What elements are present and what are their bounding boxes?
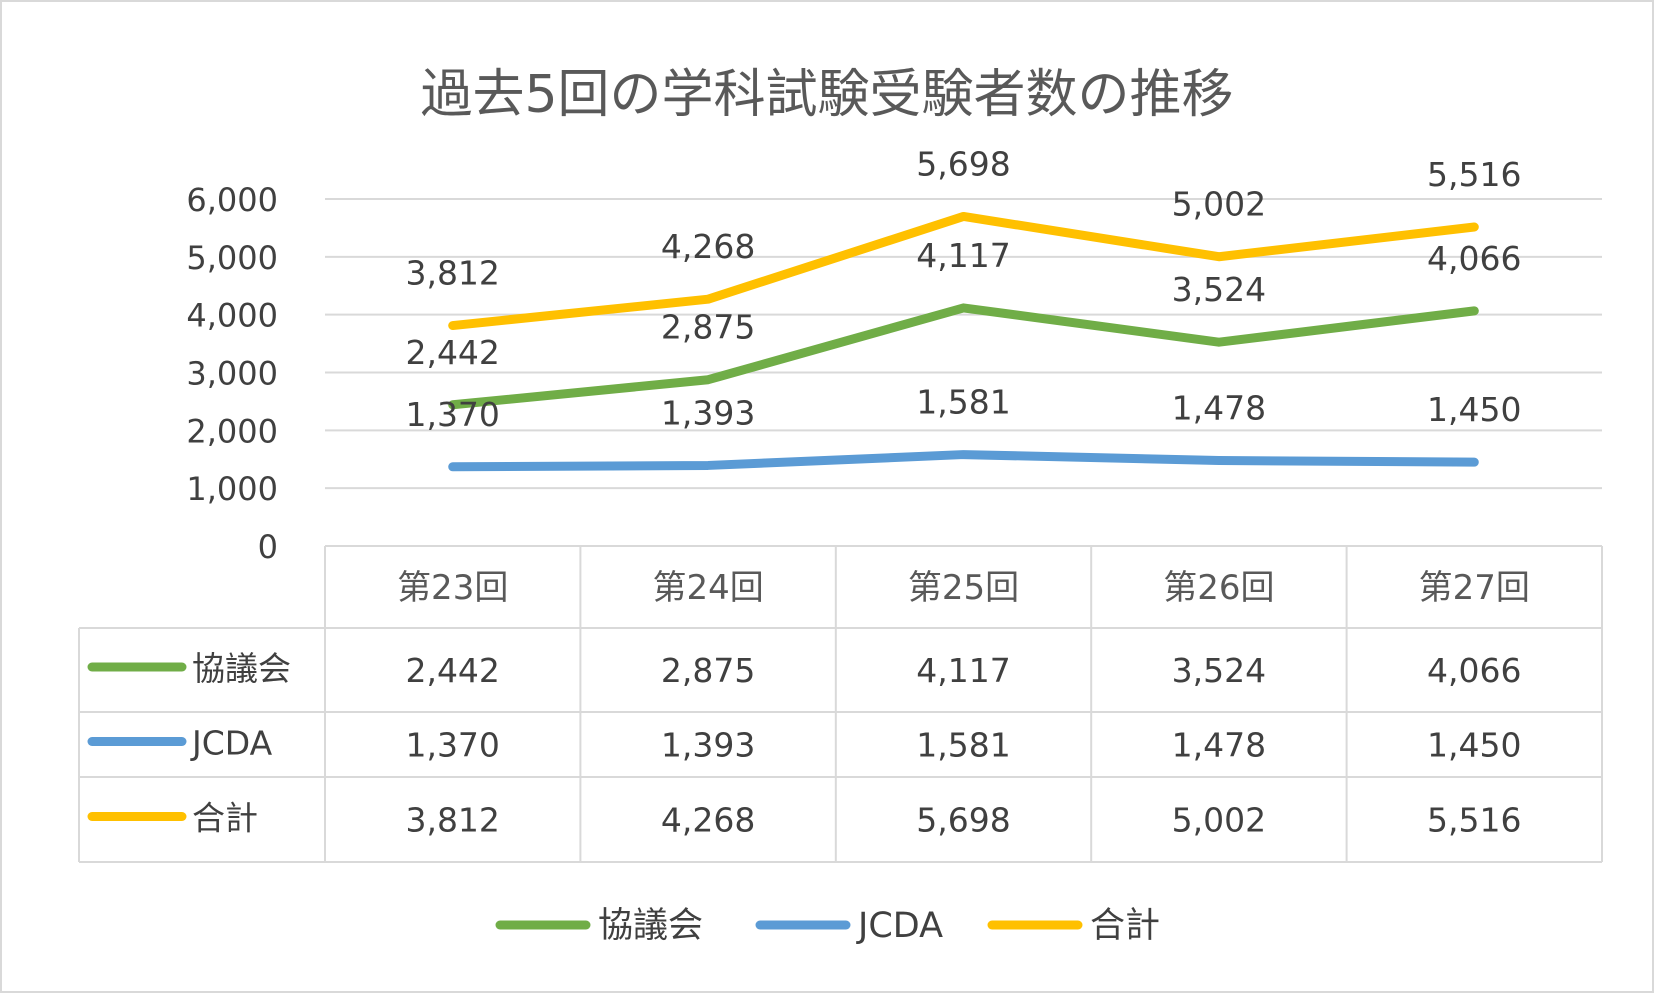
series-line xyxy=(448,303,1479,410)
legend-label: 協議会 xyxy=(598,906,703,946)
series-lines xyxy=(448,211,1479,472)
legend-label: 合計 xyxy=(1090,906,1160,946)
legend-label: JCDA xyxy=(856,906,943,946)
y-axis: 0 1,000 2,000 3,000 4,000 5,000 6,000 xyxy=(186,181,278,566)
table-cell: 2,442 xyxy=(405,651,499,690)
series-line xyxy=(448,211,1479,331)
table-cell: 1,450 xyxy=(1427,726,1521,765)
data-label: 2,875 xyxy=(661,308,755,347)
table-cell: 3,812 xyxy=(405,801,499,840)
table-cell: 1,370 xyxy=(405,726,499,765)
category-label: 第24回 xyxy=(652,568,763,608)
y-tick-label: 2,000 xyxy=(186,412,278,450)
category-label: 第25回 xyxy=(908,568,1019,608)
table-cell: 3,524 xyxy=(1172,651,1266,690)
y-tick-label: 3,000 xyxy=(186,355,278,393)
table-cell: 4,268 xyxy=(661,801,755,840)
legend: 協議会 JCDA 合計 xyxy=(495,906,1160,946)
data-label: 4,268 xyxy=(661,227,755,266)
data-label: 5,002 xyxy=(1172,185,1266,224)
table-cell: 5,698 xyxy=(916,801,1010,840)
table-cell: 5,002 xyxy=(1172,801,1266,840)
table-cell: 1,581 xyxy=(916,726,1010,765)
data-label: 4,117 xyxy=(916,236,1010,275)
y-tick-label: 0 xyxy=(258,528,278,566)
data-label: 1,393 xyxy=(661,393,755,432)
table-cell: 1,393 xyxy=(661,726,755,765)
table-cell: 2,875 xyxy=(661,651,755,690)
table-cell: 1,478 xyxy=(1172,726,1266,765)
y-tick-label: 4,000 xyxy=(186,297,278,335)
y-tick-label: 1,000 xyxy=(186,470,278,508)
data-label: 3,812 xyxy=(405,254,499,293)
data-label: 1,370 xyxy=(405,395,499,434)
table-cell: 4,066 xyxy=(1427,651,1521,690)
data-label: 5,516 xyxy=(1427,155,1521,194)
data-labels: 2,442 2,875 4,117 3,524 4,066 1,370 1,393 1,581… xyxy=(405,144,1521,433)
data-label: 2,442 xyxy=(405,333,499,372)
category-label: 第27回 xyxy=(1419,568,1530,608)
gridlines xyxy=(325,198,1602,490)
y-tick-label: 6,000 xyxy=(186,181,278,219)
data-label: 1,478 xyxy=(1172,389,1266,428)
table-cell: 4,117 xyxy=(916,651,1010,690)
table-series-name: 協議会 xyxy=(192,649,291,688)
data-label: 1,450 xyxy=(1427,390,1521,429)
category-label: 第26回 xyxy=(1163,568,1274,608)
table-cell: 5,516 xyxy=(1427,801,1521,840)
chart-title: 過去5回の学科試験受験者数の推移 xyxy=(420,65,1233,125)
table-series-name: 合計 xyxy=(192,799,258,838)
data-label: 3,524 xyxy=(1172,270,1266,309)
series-line xyxy=(448,450,1479,472)
y-tick-label: 5,000 xyxy=(186,239,278,277)
table-series-name: JCDA xyxy=(190,724,273,763)
data-label: 1,581 xyxy=(916,383,1010,422)
data-label: 4,066 xyxy=(1427,239,1521,278)
category-label: 第23回 xyxy=(397,568,508,608)
data-label: 5,698 xyxy=(916,144,1010,183)
